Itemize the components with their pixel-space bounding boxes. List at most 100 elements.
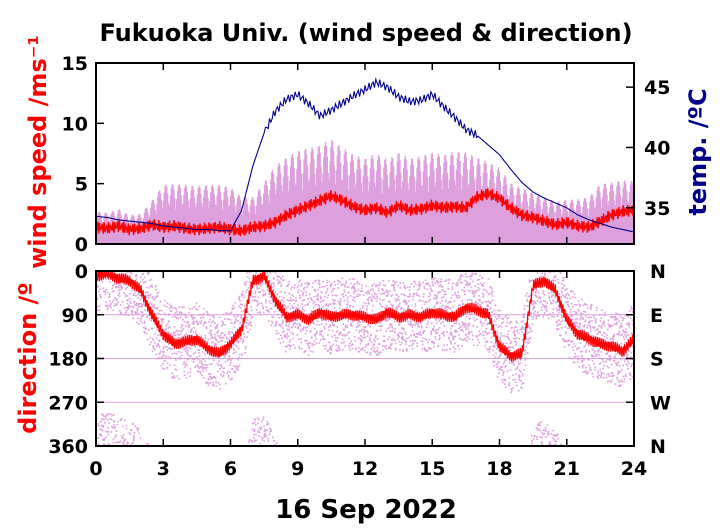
direction-point [554, 275, 556, 277]
direction-point [122, 425, 124, 428]
direction-point [397, 304, 400, 306]
direction-point [112, 438, 115, 441]
direction-point [569, 318, 572, 320]
direction-point [430, 347, 433, 350]
direction-point [393, 281, 396, 283]
temperature-axis-label: temp. /ºC [684, 88, 712, 215]
direction-point [443, 325, 446, 327]
direction-point [377, 287, 380, 289]
direction-point [630, 351, 633, 354]
direction-point [547, 432, 549, 435]
direction-point [574, 352, 576, 355]
direction-point [282, 280, 285, 282]
direction-point [430, 289, 433, 292]
direction-point [150, 319, 152, 322]
direction-point [620, 322, 623, 325]
direction-point [495, 348, 498, 350]
direction-point [494, 304, 497, 307]
direction-point [416, 345, 419, 347]
direction-point [273, 284, 276, 287]
direction-point [109, 300, 111, 302]
direction-point [390, 323, 393, 325]
direction-point [548, 442, 551, 444]
direction-point [97, 286, 99, 288]
direction-point [238, 364, 241, 367]
direction-point [274, 291, 277, 293]
direction-point [192, 331, 195, 334]
direction-point [259, 311, 261, 313]
direction-point [484, 300, 487, 303]
direction-point [336, 280, 339, 282]
direction-point [125, 427, 128, 430]
direction-point [583, 325, 586, 327]
direction-point [261, 289, 264, 291]
direction-point [417, 294, 420, 297]
direction-point [255, 309, 258, 311]
direction-point [155, 295, 158, 298]
direction-point [329, 323, 331, 326]
direction-point [106, 430, 109, 433]
direction-point [261, 418, 264, 421]
direction-point [126, 295, 129, 297]
direction-point [263, 430, 266, 432]
direction-point [250, 306, 252, 308]
direction-point [332, 322, 334, 325]
direction-point [121, 274, 124, 276]
direction-point [477, 286, 479, 289]
direction-point [426, 282, 429, 284]
direction-point [284, 345, 287, 348]
direction-point [513, 333, 516, 335]
direction-point [184, 350, 187, 353]
direction-point [206, 310, 208, 313]
direction-point [244, 347, 247, 350]
direction-point [168, 347, 170, 350]
direction-point [338, 302, 340, 305]
direction-point [431, 280, 434, 283]
direction-point [320, 297, 322, 300]
direction-point [621, 326, 623, 328]
direction-point [275, 333, 278, 335]
direction-point [367, 302, 370, 304]
direction-point [434, 294, 436, 296]
direction-point [542, 316, 545, 318]
direction-point [196, 364, 199, 366]
direction-point [254, 418, 257, 421]
direction-point [560, 443, 562, 446]
direction-point [349, 304, 352, 307]
direction-point [345, 324, 348, 327]
direction-point [357, 337, 360, 339]
direction-point [170, 347, 172, 350]
direction-point [161, 318, 164, 320]
direction-point [465, 328, 467, 330]
direction-point [326, 288, 329, 290]
direction-point [355, 347, 357, 350]
direction-point [97, 285, 99, 287]
direction-point [460, 274, 462, 276]
direction-point [466, 282, 469, 284]
direction-point [249, 284, 251, 287]
direction-point [244, 284, 247, 286]
direction-point [474, 304, 476, 307]
direction-point [201, 374, 203, 377]
direction-point [585, 351, 587, 353]
direction-point [296, 286, 299, 289]
direction-point [119, 419, 122, 422]
direction-point [584, 320, 586, 323]
direction-point [528, 331, 530, 334]
direction-point [256, 417, 259, 419]
direction-point [445, 309, 448, 311]
direction-point [627, 360, 629, 363]
direction-point [195, 330, 197, 333]
direction-point [408, 336, 410, 339]
direction-point [387, 293, 390, 296]
direction-point [118, 289, 120, 292]
direction-point [292, 333, 294, 336]
direction-point [463, 293, 466, 296]
direction-point [179, 314, 182, 316]
direction-point [585, 304, 588, 306]
direction-point [376, 347, 379, 349]
direction-point [224, 333, 227, 336]
direction-point [538, 424, 540, 426]
direction-point [606, 365, 609, 368]
